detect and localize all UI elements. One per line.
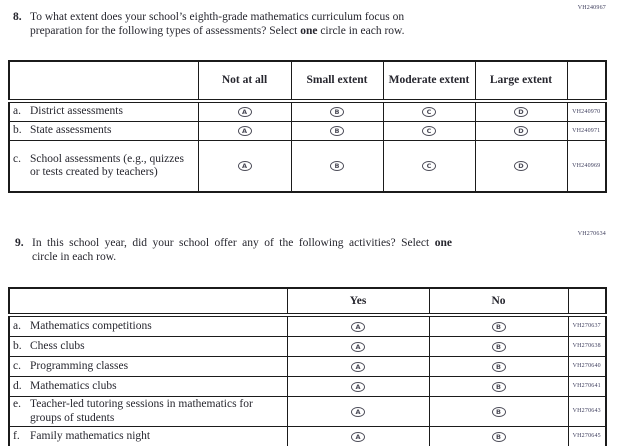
answer-bubble[interactable]: D [514, 126, 528, 137]
table-row-mathematics-clubs: d. Mathematics clubs A B VH270641 [8, 376, 607, 397]
answer-bubble[interactable]: A [351, 381, 365, 392]
answer-bubble[interactable]: B [491, 406, 506, 417]
row-letter: b. [13, 124, 22, 137]
row-accession-code: VH240971 [566, 121, 607, 141]
row-accession-code: VH270638 [567, 336, 607, 357]
answer-bubble[interactable]: A [237, 161, 252, 172]
answer-bubble[interactable]: A [351, 431, 365, 442]
code-column-header [567, 287, 607, 317]
row-label-text: Programming classes [30, 359, 129, 372]
answer-bubble[interactable]: B [491, 321, 506, 332]
question-9-text: In this school year, did your school off… [32, 237, 452, 264]
table-row-state-assessments: b. State assessments A B C D VH240971 [8, 121, 607, 141]
row-letter: d. [13, 379, 22, 392]
answer-bubble[interactable]: C [422, 107, 436, 118]
question-9-number: 9. [15, 237, 24, 249]
answer-bubble[interactable]: B [491, 381, 506, 392]
question-8: 8. To what extent does your school’s eig… [13, 11, 561, 38]
column-header-large-extent: Large extent [474, 60, 568, 103]
row-label-text: State assessments [30, 124, 112, 137]
answer-bubble[interactable]: B [330, 126, 344, 137]
column-header-yes: Yes [286, 287, 430, 317]
table-row-family-mathematics-night: f. Family mathematics night A B VH270645 [8, 426, 607, 446]
answer-bubble[interactable]: A [351, 361, 365, 372]
answer-bubble[interactable]: A [237, 107, 252, 118]
row-label: c. School assessments (e.g., quizzes or t… [8, 140, 199, 193]
table-row-programming-classes: c. Programming classes A B VH270640 [8, 356, 607, 377]
row-accession-code: VH240970 [566, 100, 607, 122]
row-label: b. State assessments [8, 121, 199, 141]
answer-bubble[interactable]: A [237, 126, 252, 137]
row-label-text: School assessments (e.g., quizzes or tes… [30, 152, 184, 179]
question-9-bold-word: one [434, 237, 452, 249]
table-header-row: Not at all Small extent Moderate extent … [8, 60, 607, 103]
row-letter: e. [13, 398, 21, 410]
row-label-text: Teacher-led tutoring sessions in mathema… [30, 398, 253, 424]
code-column-header [566, 60, 607, 103]
column-header-no: No [428, 287, 569, 317]
row-accession-code: VH270637 [567, 314, 607, 337]
row-letter: a. [13, 105, 21, 118]
answer-bubble[interactable]: A [351, 341, 365, 352]
answer-bubble[interactable]: B [330, 161, 344, 172]
question-9-line2: circle in each row. [32, 250, 117, 263]
column-header-not-at-all: Not at all [197, 60, 292, 103]
row-letter: b. [13, 339, 22, 352]
question9-accession-code: VH270634 [577, 231, 606, 237]
question-9-line1: In this school year, did your school off… [32, 237, 435, 249]
row-label-header [8, 60, 199, 103]
answer-bubble[interactable]: B [491, 341, 506, 352]
table-row-chess-clubs: b. Chess clubs A B VH270638 [8, 336, 607, 357]
row-label-header [8, 287, 288, 317]
answer-bubble[interactable]: B [491, 431, 506, 442]
answer-bubble[interactable]: C [422, 126, 436, 137]
row-label-text: Mathematics competitions [30, 319, 152, 332]
row-accession-code: VH270640 [567, 356, 607, 377]
question-9: 9. In this school year, did your school … [15, 237, 567, 264]
question9-table: Yes No a. Mathematics competitions A B VH… [8, 287, 607, 446]
answer-bubble[interactable]: B [491, 361, 506, 372]
row-letter: c. [13, 152, 21, 165]
question-8-number: 8. [13, 11, 22, 23]
row-letter: a. [13, 319, 21, 332]
row-label: a. District assessments [8, 100, 199, 122]
question-8-line2-end: circle in each row. [317, 24, 405, 37]
row-accession-code: VH270645 [567, 426, 607, 446]
question8-table: Not at all Small extent Moderate extent … [8, 60, 607, 193]
table-row-district-assessments: a. District assessments A B C D VH240970 [8, 100, 607, 122]
table-row-mathematics-competitions: a. Mathematics competitions A B VH270637 [8, 314, 607, 337]
question-8-bold-word: one [300, 24, 318, 37]
table-header-row: Yes No [8, 287, 607, 317]
row-accession-code: VH270641 [567, 376, 607, 397]
answer-bubble[interactable]: D [514, 161, 528, 172]
row-label-text: Family mathematics night [30, 429, 151, 442]
question8-accession-code: VH240967 [577, 5, 606, 11]
question-8-line2: preparation for the following types of a… [30, 24, 301, 37]
answer-bubble[interactable]: A [351, 406, 365, 417]
row-label-text: District assessments [30, 105, 123, 118]
column-header-moderate-extent: Moderate extent [382, 60, 476, 103]
row-letter: c. [13, 359, 21, 372]
table-row-teacher-led-tutoring: e. Teacher-led tutoring sessions in mathe… [8, 396, 607, 427]
question-8-text: To what extent does your school’s eighth… [30, 11, 405, 38]
row-label-text: Mathematics clubs [30, 379, 117, 392]
answer-bubble[interactable]: A [351, 321, 365, 332]
row-letter: f. [13, 429, 20, 442]
answer-bubble[interactable]: B [330, 107, 344, 118]
row-label-text: Chess clubs [30, 339, 85, 352]
answer-bubble[interactable]: C [422, 161, 436, 172]
question-8-line1: To what extent does your school’s eighth… [30, 11, 405, 23]
table-row-school-assessments: c. School assessments (e.g., quizzes or t… [8, 140, 607, 193]
column-header-small-extent: Small extent [290, 60, 384, 103]
row-accession-code: VH240969 [566, 140, 607, 193]
row-accession-code: VH270643 [567, 396, 607, 427]
answer-bubble[interactable]: D [514, 107, 528, 118]
